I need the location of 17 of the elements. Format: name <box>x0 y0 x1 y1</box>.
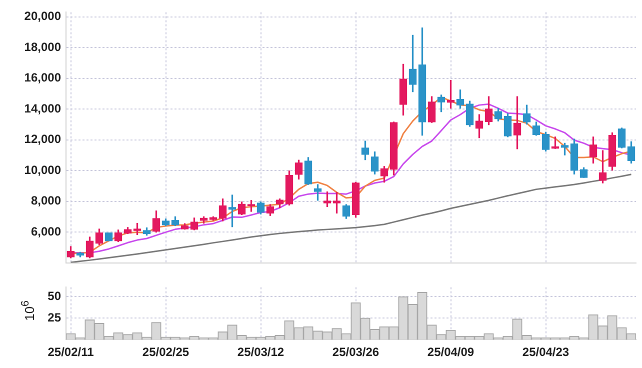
y-tick-label: 12,000 <box>24 132 62 146</box>
y-tick-label: 20,000 <box>24 9 62 24</box>
x-tick-label: 25/03/12 <box>237 345 284 360</box>
y-tick-label: 10,000 <box>24 162 62 177</box>
y-tick-label: 50 <box>48 288 62 303</box>
x-tick-label: 25/03/26 <box>332 345 380 360</box>
y-tick-label: 8,000 <box>30 194 62 208</box>
y-tick-label: 25 <box>48 310 62 324</box>
x-tick-label: 25/04/09 <box>427 345 474 360</box>
y-tick-label: 16,000 <box>24 70 62 85</box>
candlestick <box>133 222 142 235</box>
x-tick-label: 25/02/25 <box>142 345 190 360</box>
x-tick-label: 25/04/23 <box>522 345 570 360</box>
y-tick-label: 14,000 <box>24 101 62 116</box>
y-tick-label: 18,000 <box>24 40 62 54</box>
y-tick-label: 6,000 <box>30 224 62 238</box>
x-tick-label: 25/02/11 <box>48 345 94 360</box>
